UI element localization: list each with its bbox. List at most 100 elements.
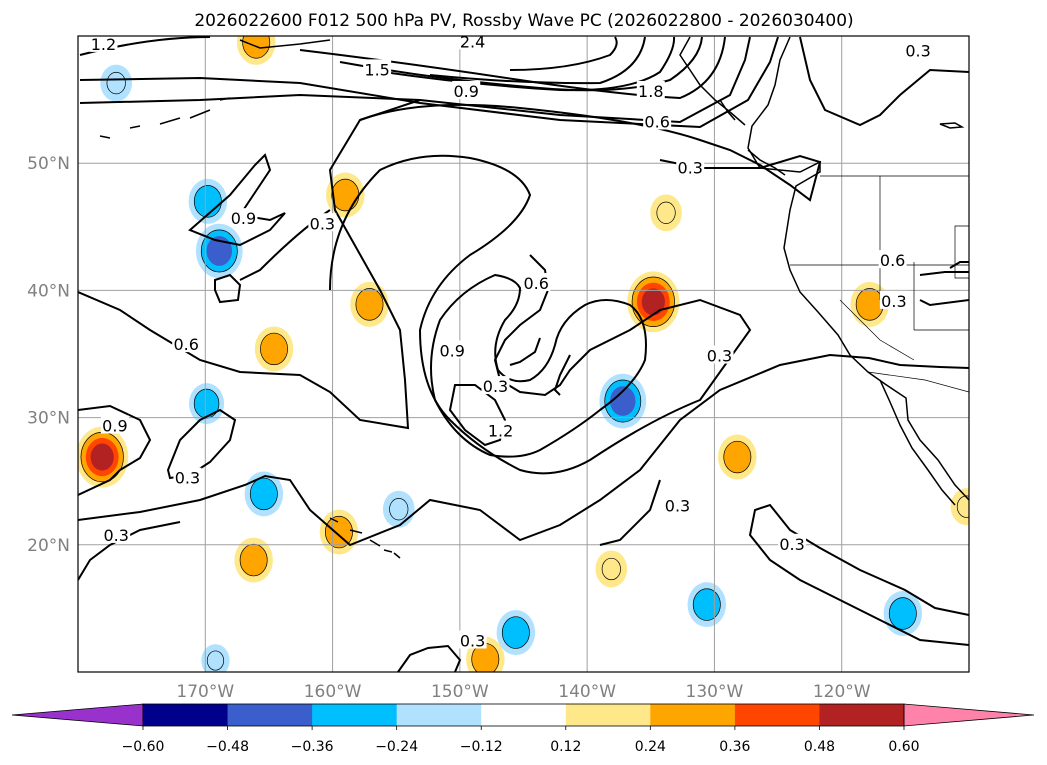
colorbar-tick-label: 0.48 xyxy=(804,739,835,755)
colorbar-tick-label: 0.36 xyxy=(719,739,750,755)
contour-label-bg xyxy=(636,80,665,99)
contour-label-bg xyxy=(363,59,392,78)
contour-label: 1.2 xyxy=(488,422,513,441)
map-frame xyxy=(77,35,970,673)
pv-anomaly-blob xyxy=(319,509,359,555)
contour-label-bg xyxy=(438,340,467,359)
colorbar-segment xyxy=(481,704,567,726)
pv-contour xyxy=(78,404,152,496)
contour-label: 0.3 xyxy=(460,631,485,650)
pv-anomaly-level xyxy=(507,623,524,642)
pv-anomaly-blob xyxy=(244,471,284,517)
pv-anomaly-blob xyxy=(234,537,273,583)
contour-label: 1.5 xyxy=(364,60,389,79)
vancouver-island xyxy=(747,149,786,176)
contour-label-bg xyxy=(643,111,672,130)
hawaiian-islands xyxy=(329,517,401,559)
lat-tick-label: 50°N xyxy=(27,154,70,174)
contour-label: 0.3 xyxy=(310,214,335,233)
contour-label-bg xyxy=(452,80,481,99)
contour-label: 0.3 xyxy=(881,292,906,311)
pv-anomaly-blob xyxy=(496,610,536,656)
contour-label-bg xyxy=(173,467,202,486)
colorbar-extend-low xyxy=(11,703,144,727)
contour-label-bg xyxy=(676,157,705,176)
coastlines xyxy=(99,36,969,559)
pv-anomaly-blob xyxy=(195,223,243,279)
colorbar-segment xyxy=(312,704,398,726)
contour-label-bg xyxy=(904,40,933,59)
pv-contour xyxy=(509,337,541,366)
colorbar-extend-high xyxy=(903,703,1035,727)
pv-anomaly-blob xyxy=(687,582,727,628)
lon-tick-label: 170°W xyxy=(176,682,234,702)
pv-anomaly-level xyxy=(361,295,378,314)
contour-label-bg xyxy=(172,334,201,353)
contour-label-bg xyxy=(481,376,510,395)
colorbar-tick-label: −0.60 xyxy=(122,739,165,755)
contour-label: 0.6 xyxy=(173,335,198,354)
contour-label-bg xyxy=(102,524,131,543)
pv-anomaly-blob xyxy=(950,488,969,526)
pv-contour xyxy=(599,479,661,546)
contour-label-bg xyxy=(89,36,118,52)
contour-label-bg xyxy=(879,290,908,309)
pv-anomaly-level xyxy=(199,395,214,413)
north-america-coastline xyxy=(747,36,969,501)
contour-label: 0.6 xyxy=(524,274,549,293)
pv-contour xyxy=(949,261,969,269)
contour-label-bg xyxy=(458,36,487,50)
pv-contour xyxy=(553,354,571,396)
pv-anomaly-blob xyxy=(78,426,129,488)
colorbar-segment xyxy=(227,704,313,726)
colorbar-frame xyxy=(142,703,905,727)
colorbar-segment xyxy=(650,704,736,726)
contour-label-bg xyxy=(878,250,907,269)
pv-anomaly-blob xyxy=(627,271,680,333)
pv-contours xyxy=(78,36,969,672)
lat-tick-label: 30°N xyxy=(27,409,70,429)
pv-anomaly-level xyxy=(894,604,911,623)
colorbar-tick-label: −0.48 xyxy=(206,739,249,755)
pv-anomaly-blob xyxy=(326,172,365,218)
pv-anomaly-level xyxy=(615,392,631,410)
alaska-panhandle-coastline xyxy=(679,36,746,126)
contour-label: 1.2 xyxy=(91,35,116,54)
contour-label-bg xyxy=(663,495,692,514)
pv-contour xyxy=(509,36,618,71)
pv-anomaly-blob xyxy=(883,591,923,636)
pv-anomaly-level xyxy=(861,295,878,314)
pv-anomaly-blob xyxy=(189,383,225,425)
colorbar-tick-label: −0.36 xyxy=(291,739,334,755)
contour-label: 0.9 xyxy=(453,82,478,101)
pv-contour xyxy=(919,271,969,276)
pv-anomaly-level xyxy=(729,447,746,467)
alaska-coastline xyxy=(239,39,331,49)
pv-anomaly-level xyxy=(601,557,621,581)
colorbar: −0.60 −0.48 −0.36 −0.24 −0.12 0.12 0.24 0.36 0.4… xyxy=(11,703,1035,755)
contour-label-bg xyxy=(778,533,807,552)
colorbar-segment xyxy=(143,704,229,726)
lake-outline xyxy=(939,122,965,129)
contour-label: 2.4 xyxy=(460,32,485,51)
pv-contour xyxy=(79,36,779,129)
pv-anomaly-blob xyxy=(850,281,889,327)
pv-contour xyxy=(214,273,242,304)
colorbar-tick-label: 0.60 xyxy=(888,739,919,755)
contour-label: 0.3 xyxy=(103,526,128,545)
lon-tick-label: 120°W xyxy=(813,682,871,702)
pv-anomaly-level xyxy=(331,522,347,542)
contour-label: 0.3 xyxy=(665,497,690,516)
lat-tick-label: 20°N xyxy=(27,536,70,556)
pv-contour xyxy=(429,36,646,85)
pv-anomaly-level xyxy=(337,185,354,205)
pv-anomaly-blob xyxy=(100,64,133,102)
pv-contour xyxy=(919,299,969,307)
pv-anomaly-level xyxy=(698,595,715,614)
pv-anomaly-blob xyxy=(254,326,294,372)
colorbar-tick-label: 0.24 xyxy=(635,739,666,755)
pv-anomaly-level xyxy=(389,498,409,521)
colorbar-tick-label: −0.12 xyxy=(460,739,503,755)
pv-contour xyxy=(78,353,969,547)
